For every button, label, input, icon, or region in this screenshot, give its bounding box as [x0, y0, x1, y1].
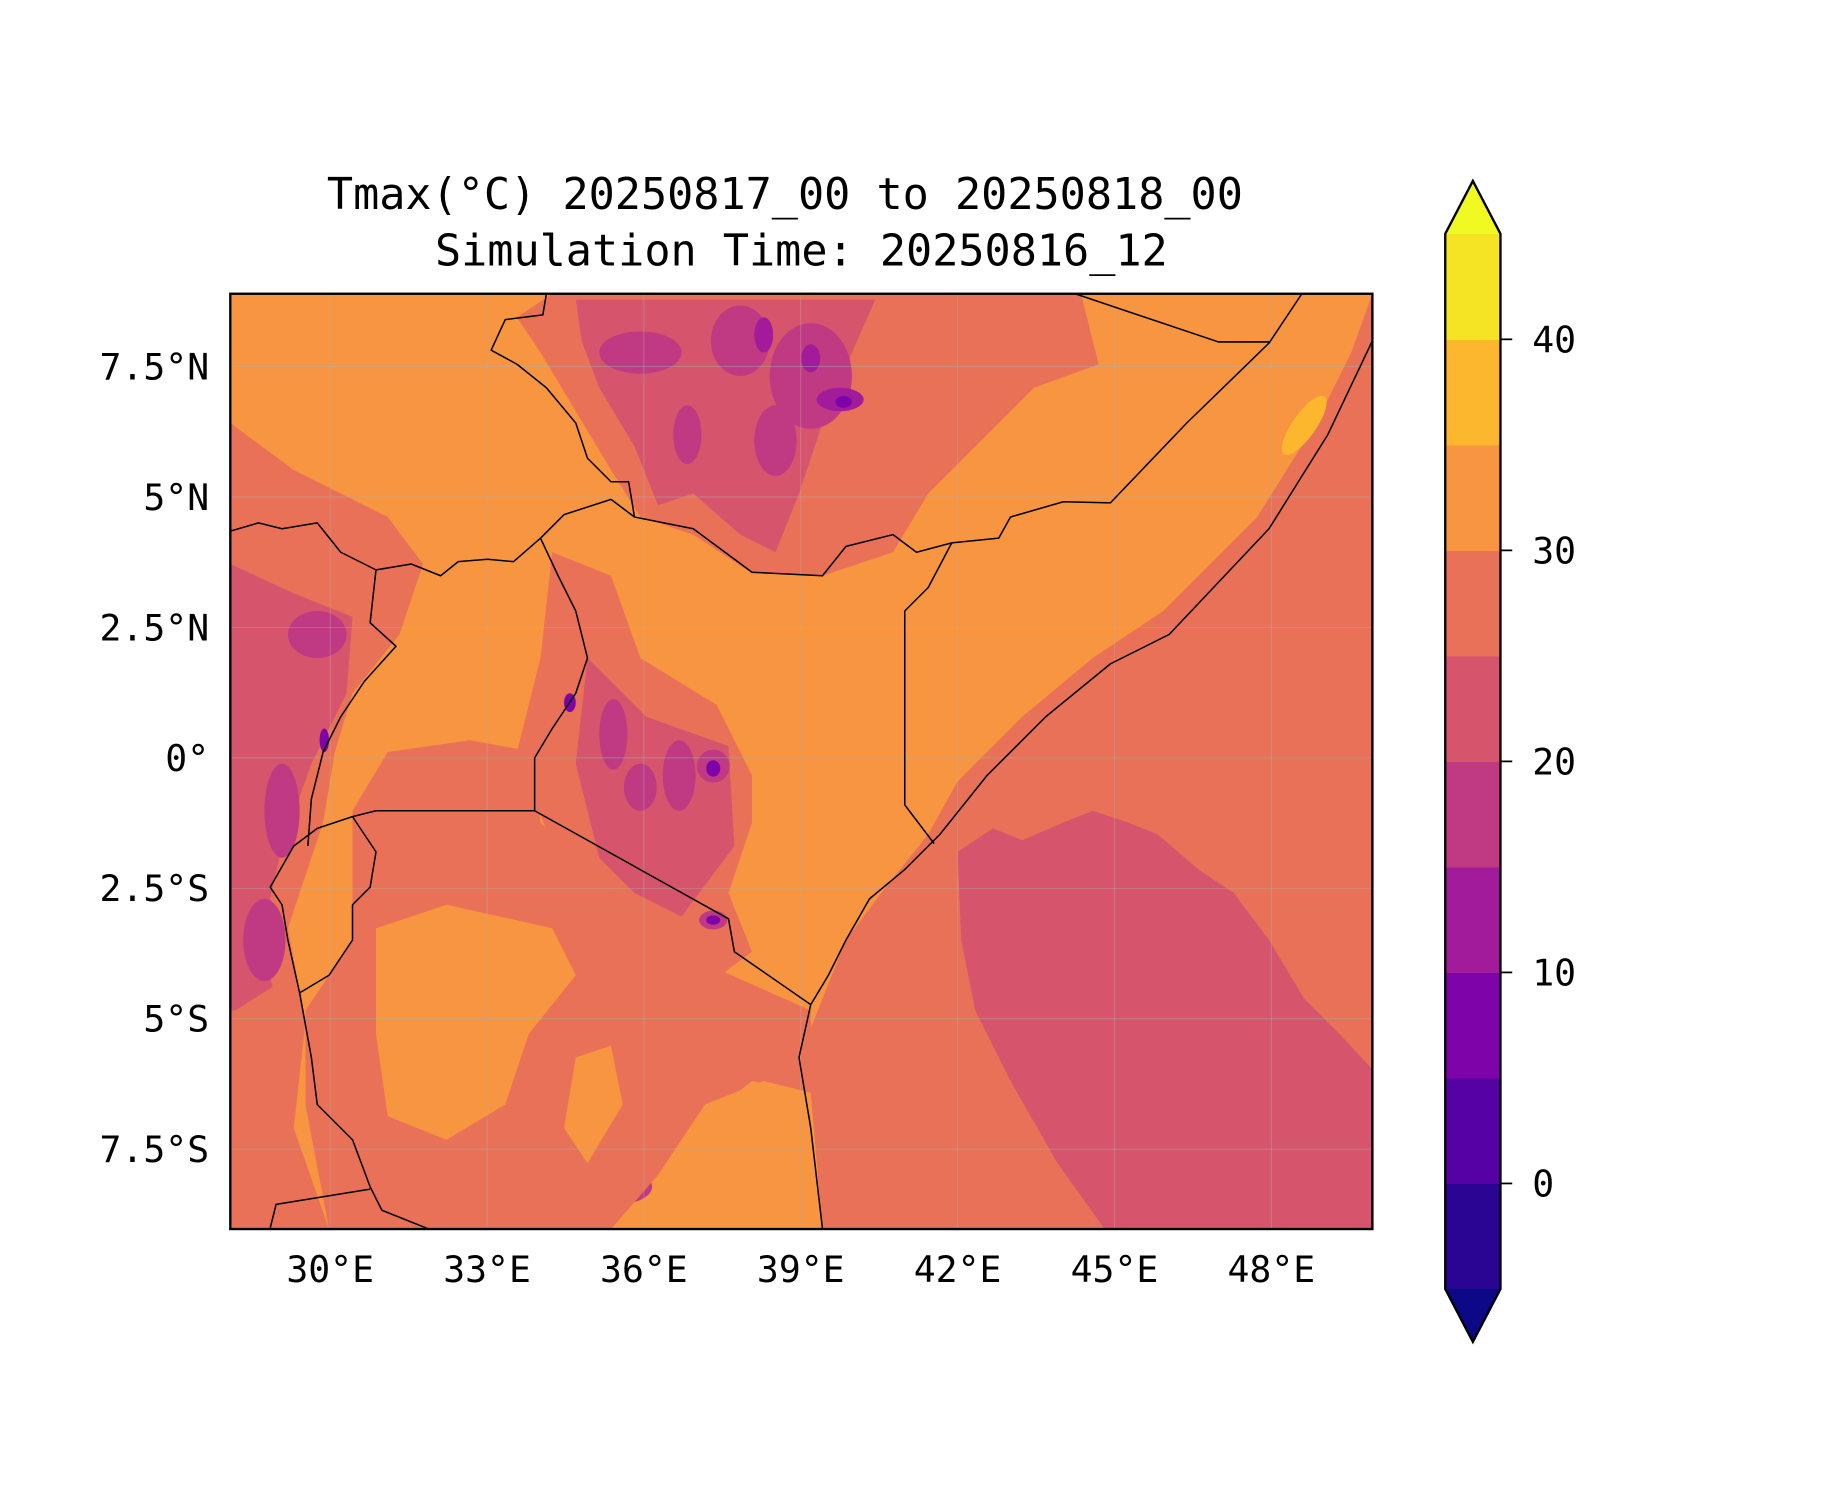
- colorbar-tick-label: 0: [1532, 1162, 1554, 1205]
- x-tick-label: 48°E: [1228, 1248, 1316, 1291]
- x-tick-label: 39°E: [757, 1248, 845, 1291]
- y-tick-label: 5°S: [143, 998, 209, 1041]
- colorbar-segment: [1445, 1183, 1501, 1290]
- chart-title: Tmax(°C) 20250817_00 to 20250818_00: [327, 170, 1243, 220]
- colorbar-tick-label: 30: [1532, 529, 1576, 572]
- colorbar-segment: [1445, 233, 1501, 340]
- field-highlands-5-10: [835, 395, 852, 408]
- colorbar-segment: [1445, 655, 1501, 762]
- y-tick-label: 7.5°N: [100, 346, 210, 389]
- gridlines: [230, 293, 1373, 1230]
- colorbar-over-arrow: [1445, 180, 1501, 234]
- y-tick-label: 7.5°S: [100, 1128, 210, 1171]
- colorbar-segment: [1445, 972, 1501, 1079]
- colorbar-segment: [1445, 339, 1501, 446]
- colorbar: 0 10 20 30 40: [1444, 178, 1576, 1345]
- field-west-15-20: [243, 610, 347, 982]
- field-tanzania-30-35-south: [658, 1080, 823, 1230]
- y-tick-label: 0°: [165, 737, 209, 780]
- chart-subtitle: Simulation Time: 20250816_12: [435, 227, 1168, 277]
- field-tanzania-30-35: [376, 904, 576, 1140]
- map-frame: [229, 292, 1374, 1231]
- colorbar-segment: [1445, 444, 1501, 551]
- colorbar-tick-label: 20: [1532, 740, 1576, 783]
- y-axis-ticks: 7.5°N 5°N 2.5°N 0° 2.5°S 5°S 7.5°S: [100, 346, 210, 1172]
- field-ocean-20-25: [957, 810, 1373, 1230]
- x-tick-label: 45°E: [1071, 1248, 1159, 1291]
- field-tanzania-30-35-mid: [564, 1045, 623, 1164]
- y-tick-label: 2.5°S: [100, 867, 210, 910]
- field-35-40: [1281, 395, 1327, 455]
- colorbar-outline: [1444, 178, 1502, 1345]
- x-axis-ticks: 30°E 33°E 36°E 39°E 42°E 45°E 48°E: [286, 1248, 1315, 1291]
- colorbar-under-arrow: [1445, 1288, 1501, 1342]
- x-tick-label: 30°E: [286, 1248, 374, 1291]
- country-borders: [230, 293, 1373, 1230]
- colorbar-tick-label: 40: [1532, 318, 1576, 361]
- map-panel: [230, 293, 1373, 1230]
- y-tick-label: 5°N: [143, 476, 209, 519]
- colorbar-segment: [1445, 550, 1501, 657]
- x-tick-label: 33°E: [443, 1248, 531, 1291]
- x-tick-label: 42°E: [914, 1248, 1002, 1291]
- x-tick-label: 36°E: [600, 1248, 688, 1291]
- colorbar-tick-label: 10: [1532, 951, 1576, 994]
- colorbar-segment: [1445, 1077, 1501, 1185]
- colorbar-segment: [1445, 761, 1501, 868]
- colorbar-segment: [1445, 866, 1501, 974]
- y-tick-label: 2.5°N: [100, 606, 210, 649]
